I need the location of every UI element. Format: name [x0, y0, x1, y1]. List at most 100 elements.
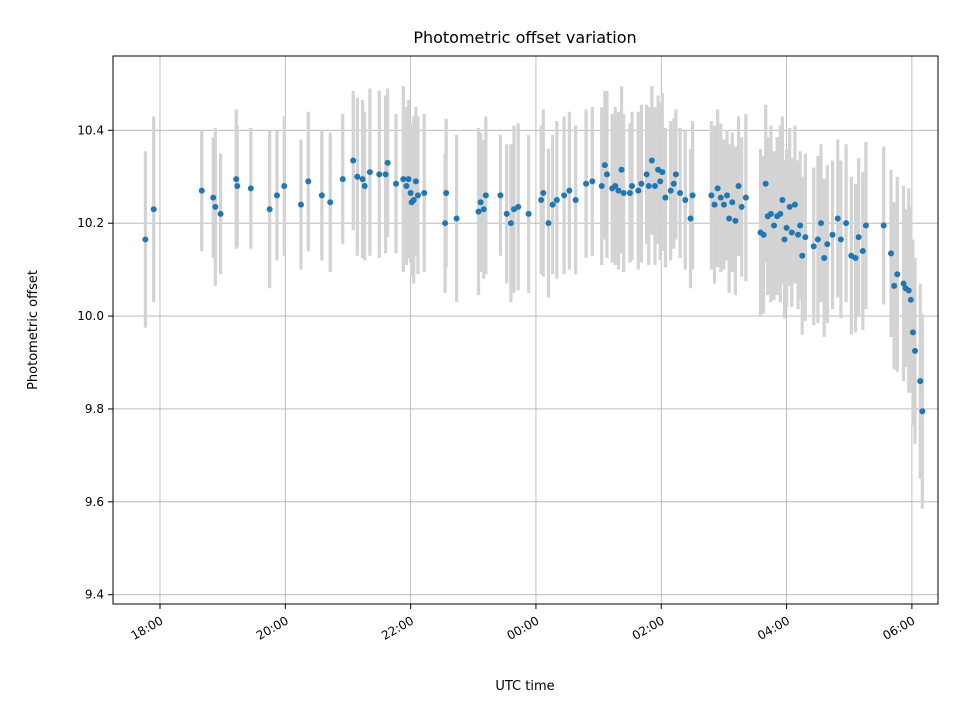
data-point [403, 183, 410, 190]
data-point [859, 248, 866, 255]
data-point [583, 180, 590, 187]
data-point [475, 208, 482, 215]
data-point [777, 210, 784, 217]
y-tick-label: 10.2 [77, 216, 104, 230]
data-point [150, 206, 157, 213]
data-point [549, 201, 556, 208]
data-point [266, 206, 273, 213]
data-point [354, 173, 361, 180]
data-point [339, 176, 346, 183]
data-point [497, 192, 504, 199]
data-point [540, 190, 547, 196]
data-point [818, 220, 825, 227]
data-point [662, 194, 669, 201]
data-point [651, 183, 658, 190]
data-point [327, 199, 334, 206]
data-point [318, 192, 325, 199]
data-point [657, 178, 664, 185]
data-point [142, 236, 149, 243]
data-point [247, 185, 254, 192]
data-point [781, 236, 788, 243]
data-point [297, 201, 304, 208]
data-point [843, 220, 850, 227]
data-point [724, 192, 731, 199]
data-point [667, 187, 674, 194]
data-point [714, 185, 721, 192]
data-point [635, 187, 642, 194]
data-point [767, 210, 774, 217]
data-point [802, 234, 809, 241]
data-point [799, 252, 806, 259]
data-point [814, 236, 821, 243]
data-point [760, 231, 767, 238]
y-tick-label: 10.4 [77, 123, 104, 137]
data-point [366, 169, 373, 176]
data-point [281, 183, 288, 190]
data-point [393, 180, 400, 187]
data-point [797, 222, 804, 229]
data-point [507, 220, 514, 227]
data-point [645, 183, 652, 190]
x-tick-label: 06:00 [880, 613, 917, 642]
data-point [618, 166, 625, 173]
data-point [217, 210, 224, 217]
data-point [382, 171, 389, 178]
data-point [888, 250, 895, 257]
data-point [687, 215, 694, 222]
data-point [905, 287, 912, 294]
data-point [503, 210, 510, 217]
x-tick-label: 22:00 [379, 613, 416, 642]
data-point [786, 203, 793, 210]
data-point [670, 180, 677, 187]
y-tick-label: 9.8 [85, 402, 104, 416]
plot-frame [112, 55, 939, 605]
data-point [771, 222, 778, 229]
data-point [821, 255, 828, 262]
data-point [198, 187, 205, 194]
data-point [783, 224, 790, 231]
data-point [442, 220, 449, 227]
data-point [407, 190, 414, 196]
data-point [553, 196, 560, 203]
data-point [909, 329, 916, 336]
data-point [900, 280, 907, 287]
data-point [273, 192, 280, 199]
data-point [711, 201, 718, 208]
data-point [233, 176, 240, 183]
data-point [615, 187, 622, 194]
data-point [545, 220, 552, 227]
data-point [400, 176, 407, 183]
data-point [620, 190, 627, 196]
data-point [894, 271, 901, 278]
y-tick-label: 9.6 [85, 495, 104, 509]
data-point [729, 199, 736, 206]
y-axis-ticks: 9.4 9.6 9.8 10.0 10.2 10.4 [77, 123, 113, 602]
data-point [443, 190, 450, 196]
data-point [629, 183, 636, 190]
data-point [659, 169, 666, 176]
data-point [791, 201, 798, 208]
x-tick-label: 20:00 [254, 613, 291, 642]
data-point [515, 203, 522, 210]
data-point [880, 222, 887, 229]
data-point [795, 231, 802, 238]
data-point [779, 196, 786, 203]
data-point [912, 347, 919, 354]
data-point [735, 183, 742, 190]
data-point [612, 183, 619, 190]
data-point [376, 171, 383, 178]
chart-title: Photometric offset variation [413, 28, 636, 47]
data-point [572, 196, 579, 203]
data-point [917, 378, 924, 385]
data-point [708, 192, 715, 199]
data-point [643, 171, 650, 178]
data-point [677, 190, 684, 196]
data-point [421, 190, 428, 196]
data-point [384, 159, 391, 166]
data-point [672, 171, 679, 178]
data-point [788, 229, 795, 236]
data-point [837, 236, 844, 243]
data-point [453, 215, 460, 222]
data-point [480, 206, 487, 213]
